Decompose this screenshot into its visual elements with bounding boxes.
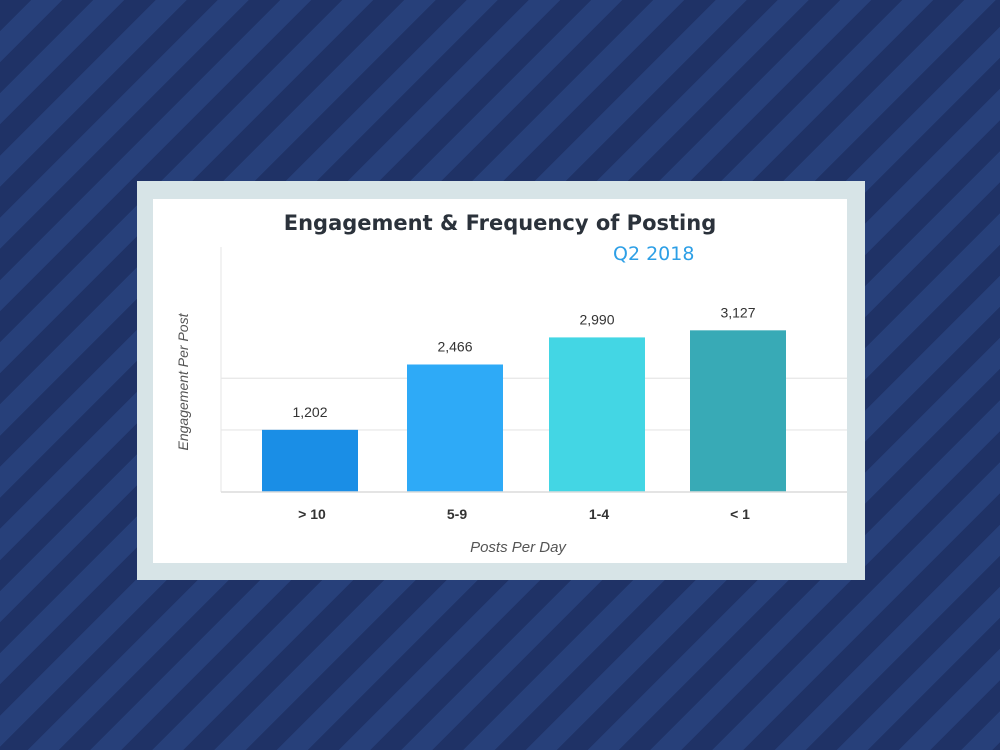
x-tick-label: > 10 xyxy=(298,506,326,522)
data-label: 1,202 xyxy=(292,404,327,420)
chart-card: Engagement & Frequency of Posting Q2 201… xyxy=(153,199,847,563)
x-tick-label: < 1 xyxy=(730,506,750,522)
x-tick-label: 5-9 xyxy=(447,506,467,522)
chart-subtitle: Q2 2018 xyxy=(613,243,695,265)
data-label: 2,466 xyxy=(437,339,472,355)
data-label: 2,990 xyxy=(579,311,614,327)
bar xyxy=(262,429,358,492)
chart-title: Engagement & Frequency of Posting xyxy=(283,211,717,235)
bar-chart-plot: 1,202 > 10 2,466 5-9 2,990 1-4 3,127 < 1 xyxy=(220,247,847,522)
x-axis-label: Posts Per Day xyxy=(470,539,566,556)
bar xyxy=(690,330,786,492)
bar xyxy=(549,337,645,492)
bar xyxy=(407,364,503,492)
x-tick-label: 1-4 xyxy=(589,506,609,522)
chart-frame: Engagement & Frequency of Posting Q2 201… xyxy=(137,181,865,580)
data-label: 3,127 xyxy=(720,304,755,320)
